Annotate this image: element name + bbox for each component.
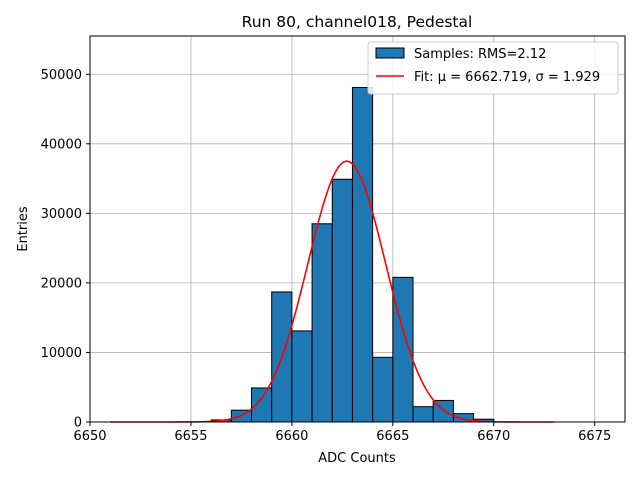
histogram-bar bbox=[331, 178, 353, 423]
x-tick-label: 6655 bbox=[174, 429, 207, 444]
y-axis-label: Entries bbox=[16, 206, 31, 252]
x-tick-label: 6675 bbox=[578, 429, 611, 444]
y-tick-label: 20000 bbox=[41, 276, 82, 291]
y-tick-label: 0 bbox=[74, 416, 82, 431]
x-tick-label: 6650 bbox=[73, 429, 106, 444]
y-tick-label: 30000 bbox=[41, 207, 82, 222]
histogram-bar bbox=[251, 387, 273, 423]
y-tick-label: 10000 bbox=[41, 346, 82, 361]
histogram-bar bbox=[291, 330, 313, 423]
legend: Samples: RMS=2.12 Fit: μ = 6662.719, σ =… bbox=[367, 41, 619, 95]
x-tick-label: 6670 bbox=[477, 429, 510, 444]
x-tick-label: 6660 bbox=[275, 429, 308, 444]
legend-histogram-label: Samples: RMS=2.12 bbox=[414, 47, 546, 62]
histogram-bars bbox=[210, 86, 495, 423]
x-tick-label: 6665 bbox=[376, 429, 409, 444]
plot-frame bbox=[89, 35, 626, 423]
legend-box bbox=[367, 41, 619, 95]
y-axis-ticks: 0 10000 20000 30000 40000 50000 bbox=[41, 68, 90, 431]
x-axis-ticks: 6650 6655 6660 6665 6670 6675 bbox=[73, 422, 611, 444]
histogram-bar bbox=[372, 356, 394, 423]
y-tick-label: 50000 bbox=[41, 68, 82, 83]
chart-title: Run 80, channel018, Pedestal bbox=[242, 13, 473, 31]
legend-fit-label: Fit: μ = 6662.719, σ = 1.929 bbox=[414, 70, 600, 85]
histogram-bar bbox=[351, 86, 374, 423]
legend-histogram-swatch bbox=[375, 47, 405, 59]
histogram-bar bbox=[311, 223, 333, 423]
histogram-bar bbox=[412, 406, 434, 423]
x-axis-label: ADC Counts bbox=[318, 451, 396, 466]
y-tick-label: 40000 bbox=[41, 137, 82, 152]
